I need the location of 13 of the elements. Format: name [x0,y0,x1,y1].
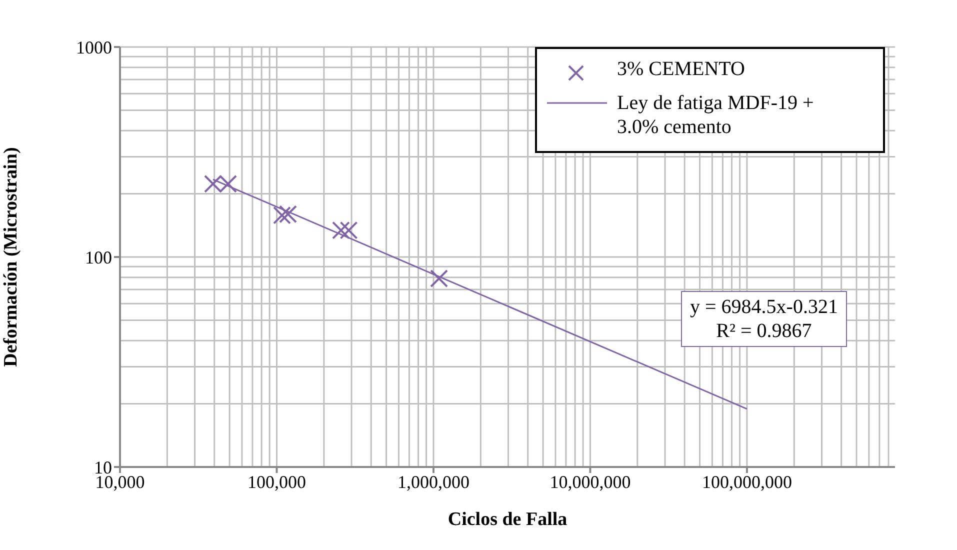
annotation: R² = 0.9867 [715,319,813,343]
x-axis-title: Ciclos de Falla [448,509,568,530]
y-tick-label: 100 [85,247,112,268]
x-tick-label: 10,000,000 [550,472,631,492]
y-tick-label: 10 [94,457,112,478]
annotation: y = 6984.5x-0.321 [690,295,838,319]
legend-label: 3% CEMENTO [617,57,745,81]
x-tick-label: 100,000,000 [702,472,792,492]
x-tick-label: 1,000,000 [397,472,470,492]
x-tick-label: 100,000 [247,472,306,492]
y-tick-label: 1000 [76,37,112,58]
y-axis-title: Deformación (Microstrain) [0,147,22,367]
legend-label: Ley de fatiga MDF-19 + 3.0% cemento [617,91,815,139]
